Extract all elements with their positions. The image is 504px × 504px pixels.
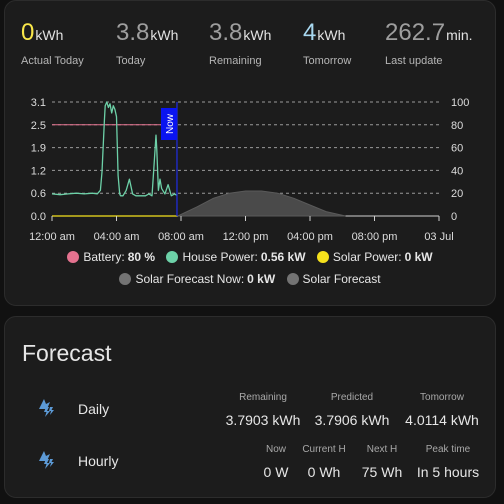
hourly-now: Now 0 W <box>263 444 289 480</box>
y-left-tick: 2.5 <box>31 120 46 132</box>
y-right-tick: 100 <box>451 97 469 109</box>
stat-value: 0kWh <box>21 17 84 51</box>
stat-unit: kWh <box>150 27 179 43</box>
forecast-title: Forecast <box>22 340 112 366</box>
y-right-tick: 60 <box>451 143 463 155</box>
legend-dot <box>316 251 329 263</box>
stat-remaining[interactable]: 3.8kWh Remaining <box>209 17 271 67</box>
legend-dot <box>119 273 132 285</box>
legend-house-power[interactable]: House Power:0.56 kW <box>166 250 306 264</box>
forecast-hourly-label: Hourly <box>78 453 119 469</box>
legend-dot <box>286 273 299 285</box>
stat-number: 262.7 <box>385 19 446 46</box>
stat-unit: min. <box>446 27 473 43</box>
solar-forecast-area <box>177 190 346 217</box>
x-tick-label: 04:00 pm <box>287 231 333 243</box>
now-label-box <box>160 108 177 140</box>
y-left-tick: 3.1 <box>31 97 46 109</box>
stat-last-update[interactable]: 262.7min. Last update <box>385 17 473 67</box>
series-house-power <box>51 101 178 197</box>
x-tick-label: 12:00 am <box>29 231 75 243</box>
stat-number: 3.8 <box>209 19 243 46</box>
forecast-row-hourly[interactable]: Hourly Now 0 W Current H 0 Wh Next H 75 … <box>5 441 495 481</box>
daily-predicted: Predicted 3.7906 kWh <box>314 392 390 428</box>
x-tick-label: 08:00 pm <box>352 231 398 243</box>
y-left-tick: 0.6 <box>31 188 46 200</box>
x-tick-label: 04:00 am <box>94 231 140 243</box>
now-marker: Now <box>160 102 178 216</box>
weather-lightning-icon <box>39 399 54 417</box>
now-label: Now <box>165 113 176 134</box>
y-axis-left: 0.0 0.6 1.2 1.9 2.5 3.1 <box>31 97 46 223</box>
forecast-card: Forecast Daily Remaining 3.7903 kWh Pred… <box>4 316 496 498</box>
y-right-tick: 0 <box>451 211 457 223</box>
stat-label: Tomorrow <box>303 55 352 67</box>
stat-unit: kWh <box>317 27 346 43</box>
x-tick-label: 08:00 am <box>158 231 204 243</box>
y-right-tick: 40 <box>451 165 463 177</box>
legend-solar-power[interactable]: Solar Power:0 kW <box>316 250 433 264</box>
legend-solar-forecast-now[interactable]: Solar Forecast Now:0 kW <box>119 272 275 286</box>
stat-unit: kWh <box>243 27 272 43</box>
y-right-tick: 20 <box>451 188 463 200</box>
y-left-tick: 1.2 <box>31 165 46 177</box>
stat-number: 4 <box>303 19 317 46</box>
forecast-row-daily[interactable]: Daily Remaining 3.7903 kWh Predicted 3.7… <box>5 389 495 429</box>
x-tick-label: 03 Jul <box>424 231 453 243</box>
chart-lines <box>51 101 178 217</box>
daily-remaining: Remaining 3.7903 kWh <box>225 392 301 428</box>
x-axis: 12:00 am 04:00 am 08:00 am 12:00 pm 04:00 pm… <box>29 216 454 243</box>
stat-label: Remaining <box>209 55 262 67</box>
stat-actual-today[interactable]: 0kWh Actual Today <box>21 17 84 67</box>
y-left-tick: 1.9 <box>31 143 46 155</box>
x-tick-label: 12:00 pm <box>223 231 269 243</box>
y-right-tick: 80 <box>451 120 463 132</box>
stat-label: Last update <box>385 55 443 67</box>
stat-today[interactable]: 3.8kWh Today <box>116 17 178 67</box>
stat-tomorrow[interactable]: 4kWh Tomorrow <box>303 17 351 67</box>
legend-battery[interactable]: Battery:80 % <box>67 250 155 264</box>
hourly-peak-time: Peak time In 5 hours <box>416 444 480 480</box>
legend-dot <box>166 251 179 263</box>
y-left-tick: 0.0 <box>31 211 46 223</box>
hourly-next-h: Next H 75 Wh <box>361 444 403 480</box>
weather-lightning-icon <box>39 451 54 469</box>
stat-label: Today <box>116 55 146 67</box>
forecast-daily-label: Daily <box>78 401 110 417</box>
legend-row: Solar Forecast Now:0 kW Solar Forecast <box>5 272 495 288</box>
legend-solar-forecast[interactable]: Solar Forecast <box>286 272 381 286</box>
legend-dot <box>67 251 80 263</box>
stat-number: 3.8 <box>116 19 150 46</box>
stats-row: 0kWh Actual Today 3.8kWh Today 3.8kWh Re… <box>21 17 485 77</box>
stat-unit: kWh <box>35 27 64 43</box>
daily-tomorrow: Tomorrow 4.0114 kWh <box>405 392 479 428</box>
series-solar-forecast <box>177 190 346 217</box>
legend-row: Battery:80 % House Power:0.56 kW Solar P… <box>5 250 495 266</box>
energy-card: 0kWh Actual Today 3.8kWh Today 3.8kWh Re… <box>4 0 496 306</box>
energy-chart[interactable]: 0.0 0.6 1.2 1.9 2.5 3.1 0 20 40 60 80 100 12:00 am… <box>5 89 497 249</box>
y-axis-right: 0 20 40 60 80 100 <box>451 97 469 223</box>
stat-number: 0 <box>21 19 35 46</box>
hourly-current-h: Current H 0 Wh <box>302 444 346 480</box>
stat-label: Actual Today <box>21 55 84 67</box>
